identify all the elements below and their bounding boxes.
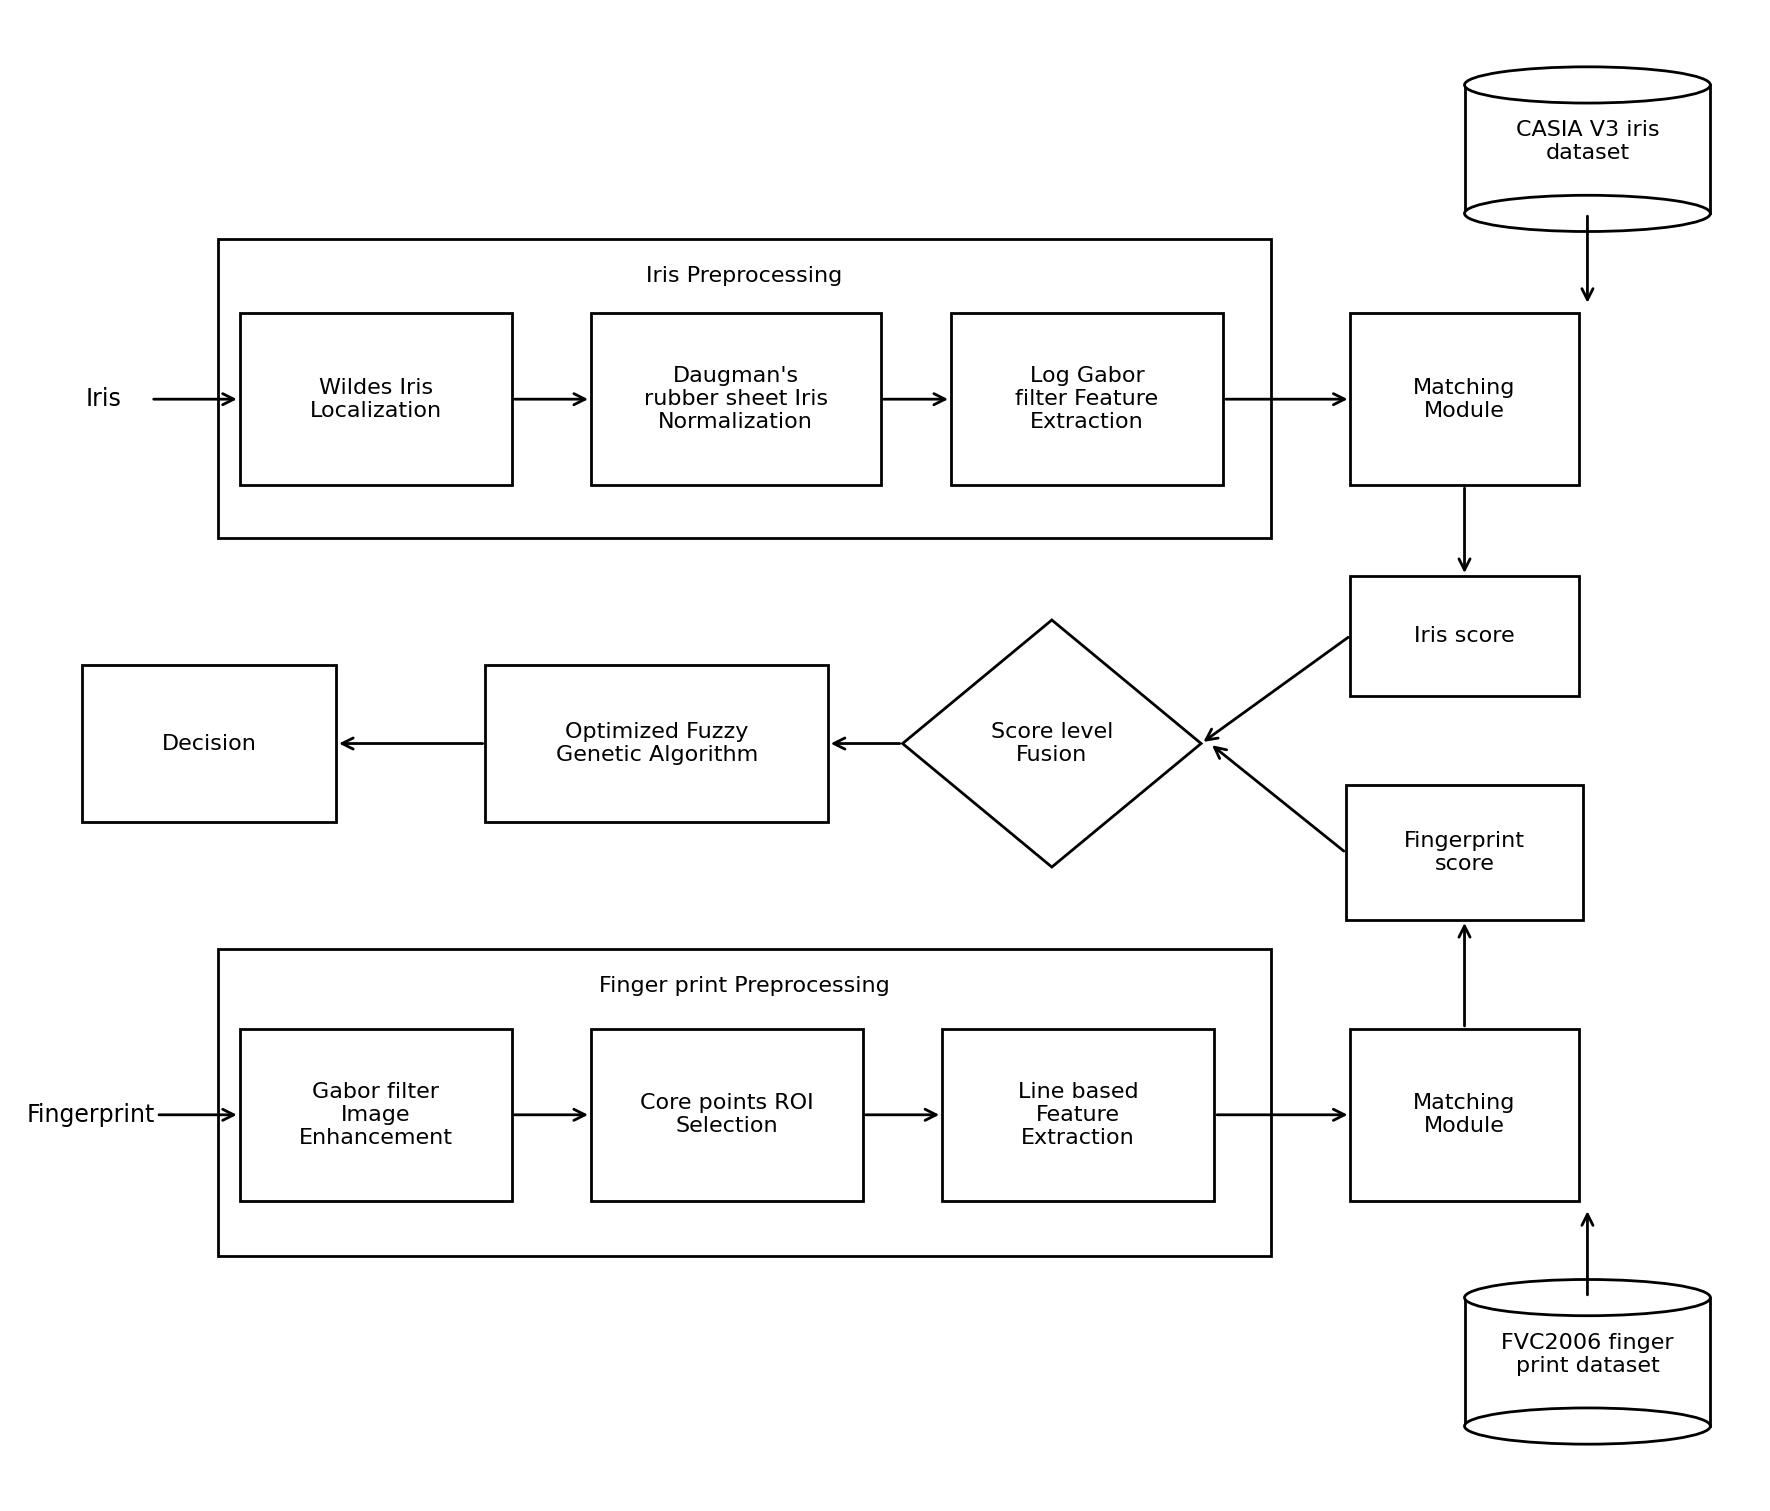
Bar: [1351, 313, 1579, 485]
Bar: [591, 1029, 864, 1201]
Text: Score level
Fusion: Score level Fusion: [991, 722, 1113, 765]
Text: Optimized Fuzzy
Genetic Algorithm: Optimized Fuzzy Genetic Algorithm: [556, 722, 758, 765]
Text: Matching
Module: Matching Module: [1412, 1092, 1515, 1136]
Bar: [239, 1029, 512, 1201]
Bar: [218, 239, 1271, 538]
Text: Iris: Iris: [85, 387, 122, 411]
Ellipse shape: [1464, 1280, 1710, 1316]
Bar: [591, 313, 881, 485]
Bar: [1351, 1029, 1579, 1201]
Polygon shape: [903, 620, 1202, 867]
Bar: [950, 313, 1223, 485]
Text: Fingerprint
score: Fingerprint score: [1404, 831, 1526, 875]
Text: Fingerprint: Fingerprint: [27, 1103, 156, 1127]
Text: Core points ROI
Selection: Core points ROI Selection: [641, 1092, 814, 1136]
Bar: [942, 1029, 1214, 1201]
Text: Finger print Preprocessing: Finger print Preprocessing: [598, 976, 890, 996]
Ellipse shape: [1464, 195, 1710, 231]
Bar: [485, 665, 828, 822]
Text: Wildes Iris
Localization: Wildes Iris Localization: [310, 378, 442, 420]
Text: Iris Preprocessing: Iris Preprocessing: [646, 266, 843, 286]
Ellipse shape: [1464, 66, 1710, 103]
Ellipse shape: [1464, 1408, 1710, 1445]
Text: Line based
Feature
Extraction: Line based Feature Extraction: [1018, 1082, 1138, 1148]
Text: Log Gabor
filter Feature
Extraction: Log Gabor filter Feature Extraction: [1016, 366, 1159, 432]
Text: Matching
Module: Matching Module: [1412, 378, 1515, 420]
Text: FVC2006 finger
print dataset: FVC2006 finger print dataset: [1501, 1333, 1674, 1377]
Text: Iris score: Iris score: [1414, 626, 1515, 645]
Bar: [1345, 786, 1582, 920]
Text: CASIA V3 iris
dataset: CASIA V3 iris dataset: [1515, 119, 1658, 163]
Bar: [1464, 85, 1710, 213]
Bar: [1464, 1298, 1710, 1426]
Bar: [218, 949, 1271, 1256]
Bar: [1351, 576, 1579, 695]
Bar: [81, 665, 336, 822]
Text: Gabor filter
Image
Enhancement: Gabor filter Image Enhancement: [299, 1082, 453, 1148]
Bar: [239, 313, 512, 485]
Text: Daugman's
rubber sheet Iris
Normalization: Daugman's rubber sheet Iris Normalizatio…: [644, 366, 828, 432]
Text: Decision: Decision: [161, 733, 257, 754]
